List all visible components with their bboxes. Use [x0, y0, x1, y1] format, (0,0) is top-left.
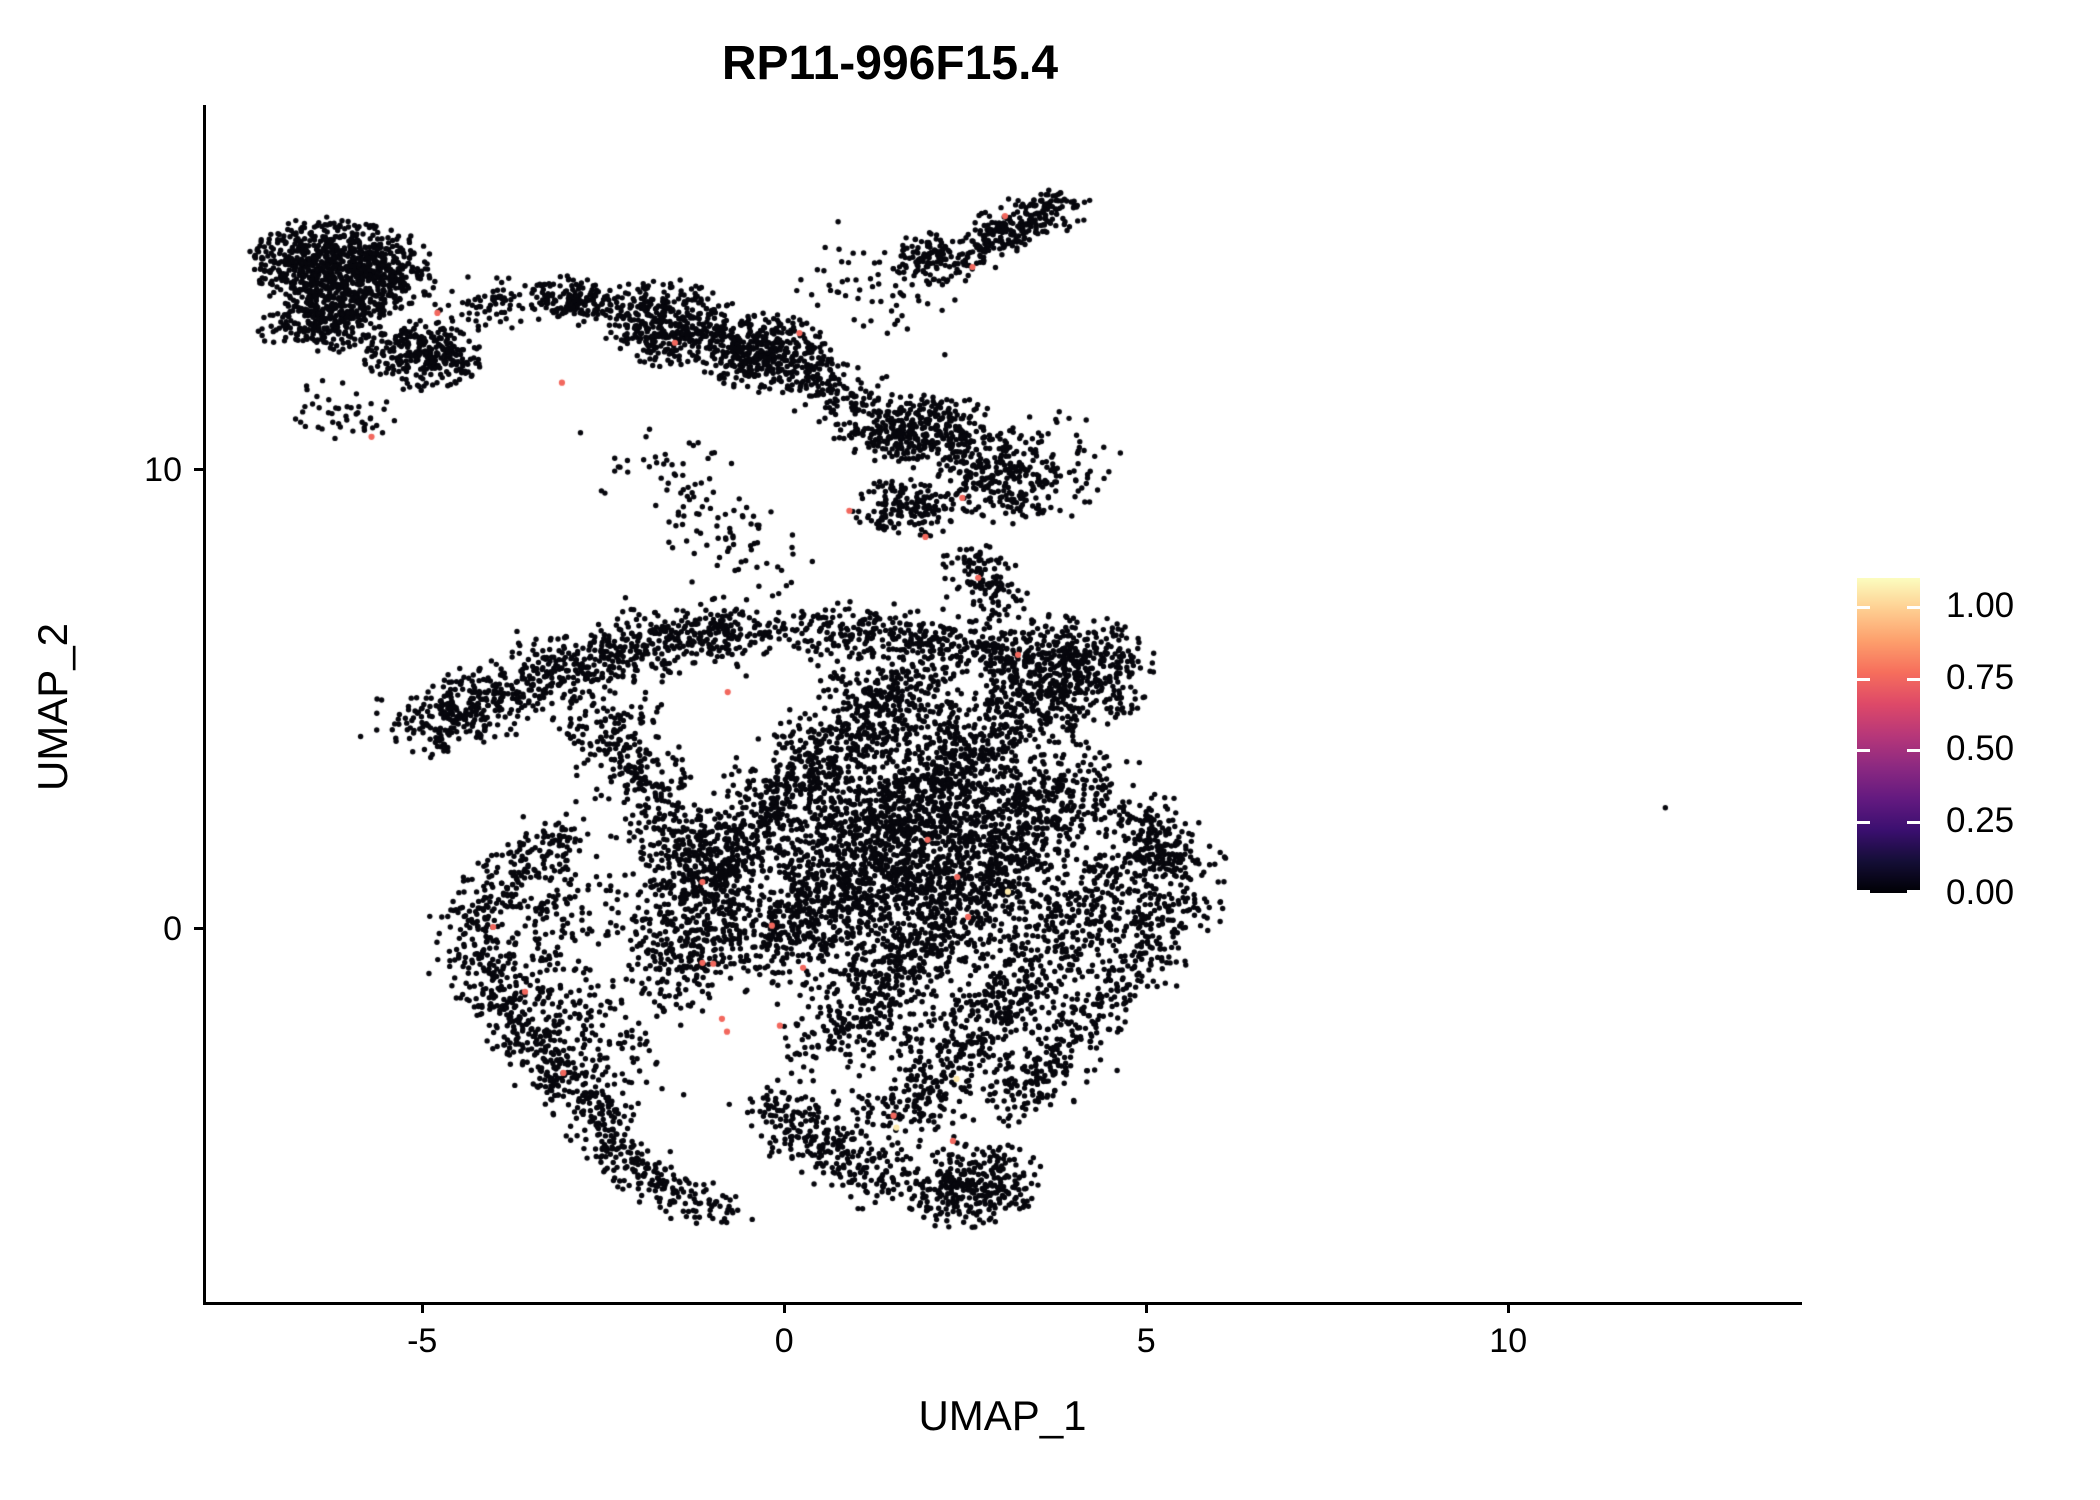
y-axis-line	[203, 105, 206, 1305]
legend-tick-label: 0.75	[1946, 657, 2015, 697]
legend-tick-label: 0.00	[1946, 873, 2015, 912]
legend-tick-mark	[1857, 605, 1870, 609]
legend-tick-mark	[1857, 890, 1870, 893]
x-tick-mark	[1506, 1302, 1510, 1313]
legend-tick-label: 0.25	[1946, 801, 2015, 841]
legend-tick-mark	[1907, 749, 1920, 753]
y-tick-mark	[194, 468, 205, 472]
legend-tick-mark	[1907, 821, 1920, 825]
x-tick-mark	[782, 1302, 786, 1313]
y-axis-title: UMAP_2	[29, 622, 76, 792]
legend-tick-mark	[1857, 677, 1870, 681]
x-axis-line	[203, 1302, 1802, 1305]
x-tick-mark	[420, 1302, 424, 1313]
legend-colorbar	[1857, 578, 1920, 893]
legend-tick-mark	[1907, 890, 1920, 893]
y-tick-mark	[194, 927, 205, 931]
legend-tick-mark	[1907, 605, 1920, 609]
x-tick-mark	[1144, 1302, 1148, 1313]
x-tick-label: 10	[1489, 1322, 1528, 1360]
legend-tick-label: 1.00	[1946, 585, 2015, 625]
x-tick-label: 5	[1136, 1322, 1156, 1360]
x-tick-label: 0	[774, 1322, 794, 1360]
legend-tick-mark	[1857, 821, 1870, 825]
y-tick-label: 0	[163, 909, 182, 948]
legend-tick-mark	[1857, 749, 1870, 753]
y-tick-label: 10	[144, 450, 182, 489]
x-tick-label: -5	[407, 1322, 438, 1360]
page-title: RP11-996F15.4	[721, 37, 1059, 90]
x-axis-title: UMAP_1	[918, 1392, 1087, 1439]
legend-tick-label: 0.50	[1946, 729, 2015, 769]
legend-tick-mark	[1907, 677, 1920, 681]
